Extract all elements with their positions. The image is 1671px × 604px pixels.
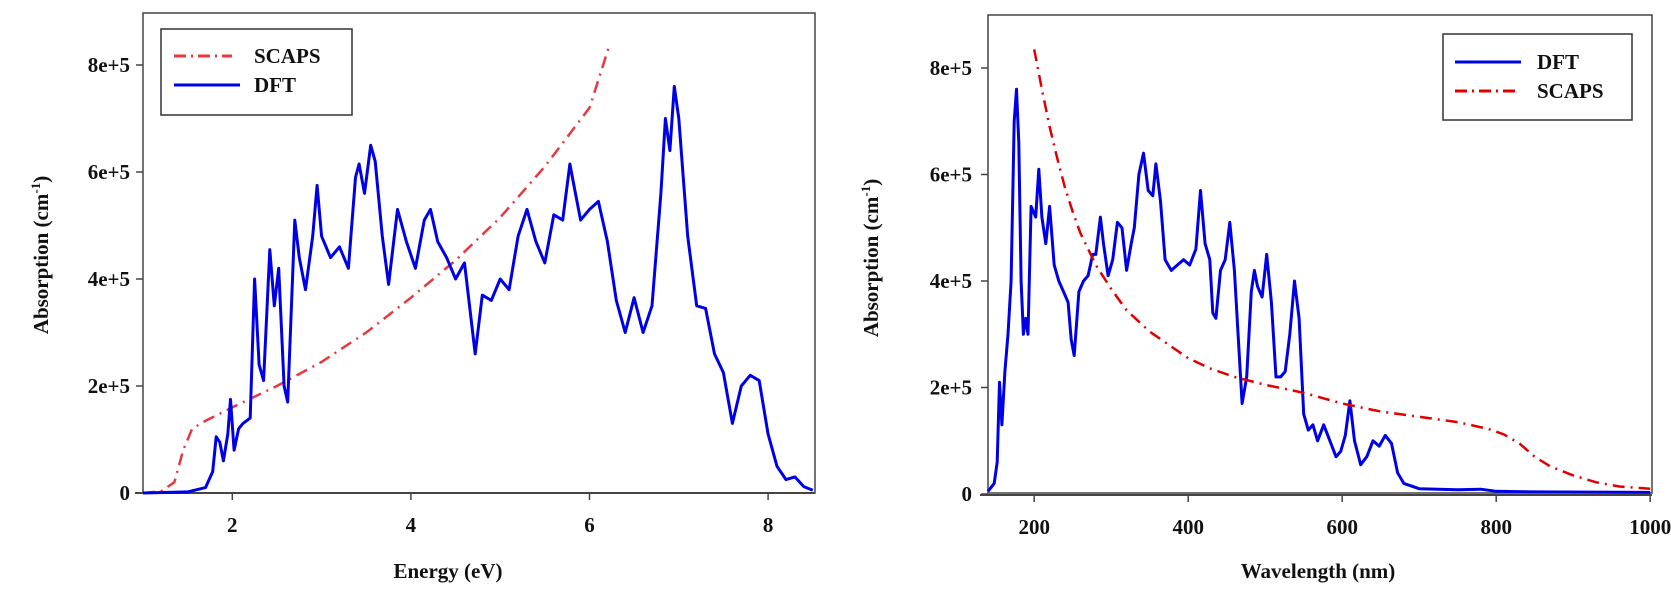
x-ticks: 200 400 600 800 1000 xyxy=(1018,495,1671,539)
y-tick-label: 8e+5 xyxy=(88,53,130,77)
series-dft-line xyxy=(142,84,814,495)
legend-box xyxy=(160,28,353,116)
y-tick-label: 8e+5 xyxy=(930,56,972,80)
legend-label-dft: DFT xyxy=(254,73,296,97)
legend-label-dft: DFT xyxy=(1537,50,1579,74)
x-tick-label: 600 xyxy=(1326,515,1358,539)
x-tick-label: 4 xyxy=(406,513,417,537)
chart-energy: 0 2e+5 4e+5 6e+5 8e+5 2 4 6 8 Energy (eV) Absor… xyxy=(28,12,816,583)
x-tick-label: 6 xyxy=(584,513,595,537)
legend-label-scaps: SCAPS xyxy=(1537,79,1604,103)
y-ticks: 0 2e+5 4e+5 6e+5 8e+5 xyxy=(930,56,988,506)
x-tick-label: 1000 xyxy=(1629,515,1671,539)
y-axis-title: Absorption (cm-1) xyxy=(858,179,883,337)
series-dft-line xyxy=(986,87,1651,494)
x-axis-title: Wavelength (nm) xyxy=(1241,559,1396,583)
y-ticks: 0 2e+5 4e+5 6e+5 8e+5 xyxy=(88,53,143,505)
plot-area-energy: 0 2e+5 4e+5 6e+5 8e+5 2 4 6 8 xyxy=(88,12,816,537)
legend-box xyxy=(1442,33,1633,121)
x-tick-label: 8 xyxy=(763,513,774,537)
plot-area-wavelength: 0 2e+5 4e+5 6e+5 8e+5 200 400 600 800 1000 xyxy=(930,14,1671,539)
legend: DFT SCAPS xyxy=(1442,33,1633,121)
x-ticks: 2 4 6 8 xyxy=(227,493,773,537)
y-tick-label: 0 xyxy=(120,481,131,505)
x-tick-label: 2 xyxy=(227,513,238,537)
series-lines xyxy=(986,49,1651,494)
series-lines xyxy=(142,45,814,495)
y-tick-label: 6e+5 xyxy=(88,160,130,184)
x-axis-title: Energy (eV) xyxy=(393,559,502,583)
series-scaps-line xyxy=(142,45,611,495)
x-tick-label: 800 xyxy=(1480,515,1512,539)
legend: SCAPS DFT xyxy=(160,28,353,116)
plot-frame xyxy=(987,14,1653,494)
y-tick-label: 0 xyxy=(962,482,973,506)
y-tick-label: 6e+5 xyxy=(930,163,972,187)
x-tick-label: 200 xyxy=(1018,515,1050,539)
series-scaps-line xyxy=(1032,49,1651,490)
y-tick-label: 4e+5 xyxy=(88,267,130,291)
legend-label-scaps: SCAPS xyxy=(254,44,321,68)
x-tick-label: 400 xyxy=(1172,515,1204,539)
y-tick-label: 2e+5 xyxy=(930,376,972,400)
y-tick-label: 2e+5 xyxy=(88,374,130,398)
chart-wavelength: 0 2e+5 4e+5 6e+5 8e+5 200 400 600 800 1000 Wavel… xyxy=(858,14,1671,583)
y-axis-title: Absorption (cm-1) xyxy=(28,176,53,334)
y-tick-label: 4e+5 xyxy=(930,269,972,293)
